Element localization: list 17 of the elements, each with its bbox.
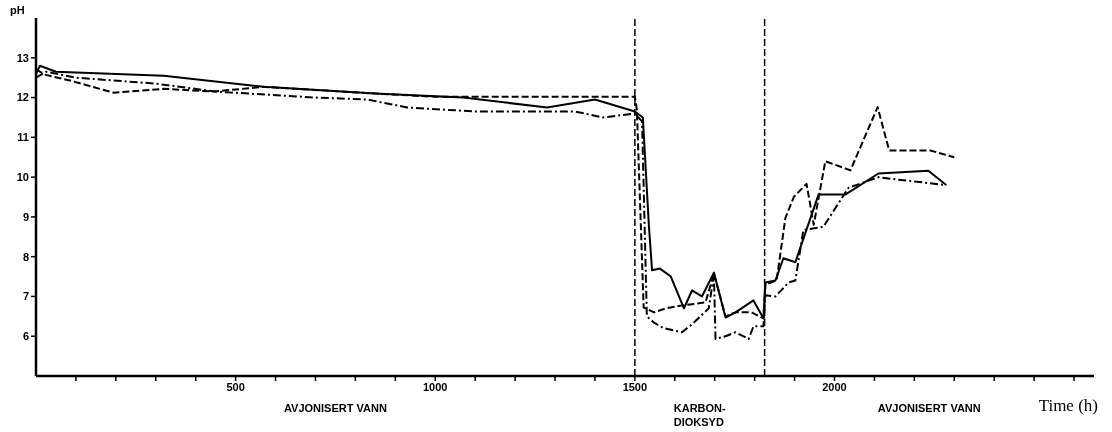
y-tick-label: 9	[22, 210, 29, 223]
y-tick-label: 12	[16, 91, 29, 104]
y-tick-label: 10	[16, 171, 29, 184]
x-tick-label: 500	[226, 380, 245, 393]
y-axis-title: pH	[10, 4, 25, 16]
y-tick-label: 11	[17, 131, 29, 144]
y-tick-label: 13	[16, 51, 29, 64]
y-tick-label: 7	[22, 290, 29, 303]
text: KARBON- DIOKSYD	[673, 401, 726, 429]
y-tick-label: 6	[22, 330, 29, 343]
x-tick-label: 1000	[423, 380, 448, 393]
text: AVJONISERT VANN	[283, 401, 387, 415]
x-tick-label: 1500	[622, 380, 648, 393]
y-tick-label: 8	[22, 250, 29, 263]
x-tick-label: 2000	[822, 380, 847, 393]
text: AVJONISERT VANN	[877, 401, 981, 415]
x-axis-title: Time (h)	[1038, 396, 1098, 416]
